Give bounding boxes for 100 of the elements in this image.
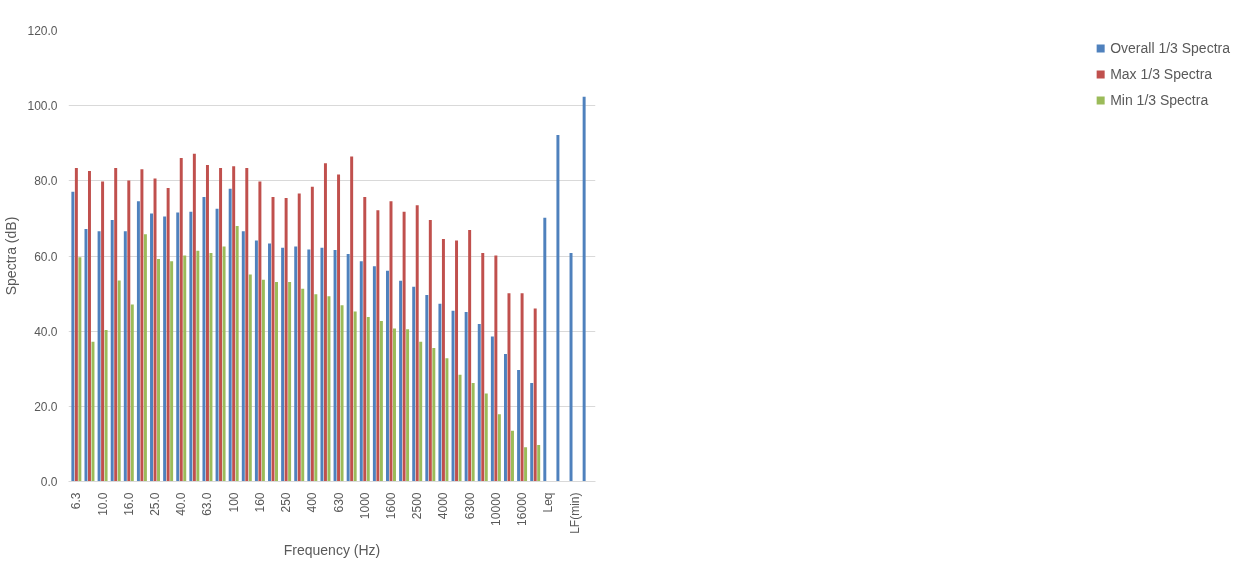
bar: [301, 288, 305, 482]
bar: [337, 174, 341, 482]
bar: [464, 312, 468, 482]
bar: [140, 169, 144, 482]
bar: [350, 156, 354, 482]
bar: [281, 247, 285, 482]
bar: [346, 254, 350, 482]
bar: [258, 181, 262, 482]
y-tick-label: 40.0: [34, 324, 58, 339]
legend-label: Min 1/3 Spectra: [1110, 92, 1209, 108]
bar: [87, 171, 91, 482]
bar: [458, 374, 462, 482]
bar: [84, 228, 88, 482]
x-tick-label: 250: [279, 492, 294, 513]
bar: [268, 243, 271, 482]
bar: [297, 193, 301, 482]
bar: [533, 308, 537, 482]
bar: [419, 341, 423, 482]
bar: [189, 211, 193, 482]
bar: [406, 329, 410, 482]
bar: [412, 286, 416, 482]
bar: [192, 153, 196, 482]
bar: [130, 304, 134, 482]
bar: [222, 246, 226, 482]
x-tick-label: 1000: [357, 492, 372, 520]
bar: [520, 293, 524, 482]
x-tick-label: 6.3: [69, 492, 84, 510]
bar: [248, 274, 252, 482]
bar: [569, 252, 573, 482]
x-tick-label: 100: [226, 492, 241, 513]
bar: [314, 294, 318, 482]
bar: [481, 252, 485, 482]
bar: [504, 354, 507, 482]
bar: [428, 219, 432, 482]
bar: [235, 225, 239, 482]
bar: [320, 247, 324, 482]
bar: [490, 336, 494, 482]
x-axis-title: Frequency (Hz): [283, 541, 381, 558]
x-tick-label: 16000: [515, 492, 530, 526]
bar: [359, 261, 363, 482]
bar: [117, 280, 121, 482]
x-tick-label: 4000: [436, 492, 451, 520]
y-tick-label: 100.0: [27, 99, 58, 114]
bar: [209, 252, 213, 482]
bar: [468, 230, 472, 482]
x-tick-label: 10000: [488, 492, 503, 526]
bar: [136, 201, 140, 482]
x-tick-label: 25.0: [148, 492, 163, 516]
bar: [228, 188, 232, 482]
bar: [366, 316, 370, 482]
legend-label: Overall 1/3 Spectra: [1110, 40, 1230, 56]
bar: [123, 231, 127, 482]
bar: [183, 255, 187, 482]
bar: [497, 414, 501, 482]
bar: [215, 208, 219, 482]
y-axis-title: Spectra (dB): [3, 216, 20, 296]
bar: [284, 198, 288, 482]
bar: [477, 324, 481, 482]
bar: [507, 293, 511, 482]
bar: [494, 255, 498, 482]
x-tick-label: 63.0: [200, 492, 215, 516]
bar: [150, 213, 154, 482]
bar: [379, 321, 383, 482]
bar: [484, 393, 488, 482]
bar: [219, 168, 223, 482]
bar: [74, 168, 78, 482]
x-tick-label: 2500: [410, 492, 425, 520]
x-tick-label: Leq: [541, 492, 556, 513]
y-tick-label: 120.0: [27, 24, 58, 38]
legend-label: Max 1/3 Spectra: [1110, 66, 1213, 82]
bar: [202, 196, 206, 482]
x-tick-label: 400: [305, 492, 320, 513]
bar: [170, 261, 174, 482]
bar: [333, 249, 337, 482]
bar: [110, 219, 114, 482]
bar: [143, 234, 147, 482]
bar: [438, 303, 442, 482]
bar: [340, 305, 344, 482]
x-tick-label: 16.0: [121, 492, 136, 516]
bar: [471, 383, 475, 482]
bar: [114, 168, 118, 482]
bar: [310, 186, 314, 482]
bar: [537, 445, 541, 482]
bar: [104, 330, 108, 482]
bar: [399, 280, 403, 482]
bar: [78, 257, 82, 482]
bar: [510, 430, 514, 482]
bar: [524, 447, 528, 482]
bar: [127, 180, 131, 482]
bar: [294, 246, 298, 482]
y-tick-label: 20.0: [34, 399, 58, 414]
bar: [166, 187, 170, 482]
bar: [543, 217, 547, 482]
bar: [205, 165, 209, 482]
bar: [179, 157, 183, 482]
y-tick-label: 0.0: [40, 475, 58, 489]
bar: [91, 341, 95, 482]
y-tick-label: 60.0: [34, 249, 58, 264]
bar: [241, 231, 245, 482]
bar: [582, 96, 586, 482]
